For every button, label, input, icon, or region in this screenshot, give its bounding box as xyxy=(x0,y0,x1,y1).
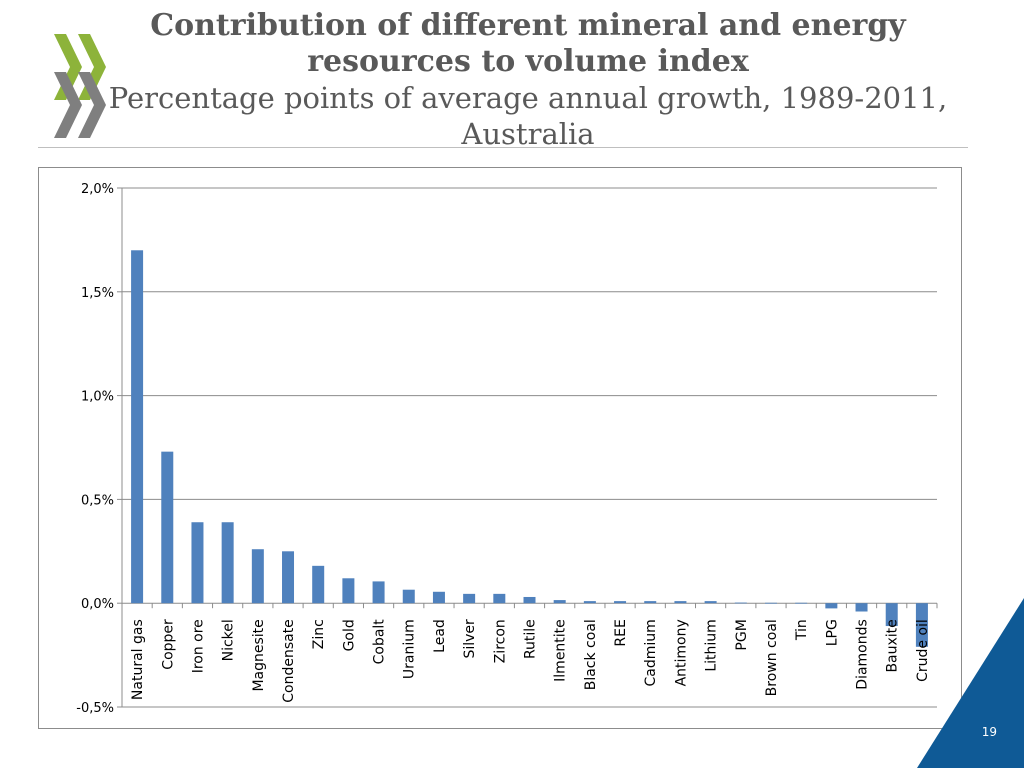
category-label: Bauxite xyxy=(885,619,901,672)
title-block: Contribution of different mineral and en… xyxy=(100,8,956,152)
category-label: Gold xyxy=(341,619,357,651)
category-label: Copper xyxy=(160,619,176,670)
bar-lpg xyxy=(825,603,838,609)
y-tick-label: 1,0% xyxy=(81,390,114,405)
bar-zinc xyxy=(312,565,325,604)
bar-zircon xyxy=(493,593,506,604)
category-label: Cadmium xyxy=(643,619,659,686)
bar-copper xyxy=(161,451,174,604)
logo-chevron-gray-left xyxy=(54,72,82,138)
y-tick-label: -0,5% xyxy=(76,701,114,716)
chart-title: Contribution of different mineral and en… xyxy=(150,8,906,79)
category-label: Black coal xyxy=(583,619,599,690)
category-label: Rutile xyxy=(523,619,539,659)
category-label: Zircon xyxy=(492,619,508,663)
category-label: Cobalt xyxy=(372,619,388,665)
logo-chevron-gray-right xyxy=(78,72,106,138)
y-tick-label: 0,5% xyxy=(81,493,114,508)
category-label: Uranium xyxy=(402,619,418,679)
bar-condensate xyxy=(282,551,295,604)
category-label: Silver xyxy=(462,619,478,659)
category-label: Lead xyxy=(432,619,448,653)
category-label: PGM xyxy=(734,619,750,650)
y-tick-label: 0,0% xyxy=(81,597,114,612)
y-tick-label: 2,0% xyxy=(81,182,114,197)
bar-lithium xyxy=(704,601,717,604)
category-label: Tin xyxy=(794,619,810,641)
bar-antimony xyxy=(674,601,687,604)
bar-rutile xyxy=(523,596,536,604)
chart-subtitle: Percentage points of average annual grow… xyxy=(108,81,948,151)
bar-chart: -0,5% 0,0% 0,5% 1,0% 1,5% 2,0% Natural gas Copp… xyxy=(76,182,938,716)
category-label: Nickel xyxy=(221,619,237,661)
bar-silver xyxy=(463,593,476,604)
category-label: Iron ore xyxy=(190,619,206,673)
bar-gold xyxy=(342,578,355,604)
bar-cadmium xyxy=(644,601,657,604)
bar-ree xyxy=(614,601,627,604)
bar-ilmentite xyxy=(553,600,566,604)
category-label: Natural gas xyxy=(130,619,146,700)
bar-diamonds xyxy=(855,603,868,612)
bar-nickel xyxy=(221,522,234,604)
category-label: Diamonds xyxy=(855,619,871,690)
bar-black-coal xyxy=(583,601,596,604)
bar-magnesite xyxy=(251,549,264,604)
category-label: Antimony xyxy=(673,619,689,686)
bar-natural-gas xyxy=(131,250,144,604)
category-label: Magnesite xyxy=(251,619,267,691)
bar-bauxite xyxy=(885,603,898,627)
bar-lead xyxy=(432,591,445,604)
bar-cobalt xyxy=(372,581,385,604)
category-label: REE xyxy=(613,619,629,646)
page-number: 19 xyxy=(981,725,997,739)
bar-tin xyxy=(795,602,808,604)
chart-frame: -0,5% 0,0% 0,5% 1,0% 1,5% 2,0% Natural gas Copp… xyxy=(38,167,962,729)
bar-brown-coal xyxy=(764,602,777,604)
category-label: Ilmentite xyxy=(553,619,569,682)
bar-uranium xyxy=(402,589,415,604)
category-label: LPG xyxy=(824,619,840,646)
category-label: Crude oil xyxy=(915,619,931,682)
bar-iron-ore xyxy=(191,522,204,604)
y-tick-label: 1,5% xyxy=(81,286,114,301)
category-label: Condensate xyxy=(281,619,297,703)
category-label: Lithium xyxy=(704,619,720,671)
category-label: Zinc xyxy=(311,619,327,649)
category-label: Brown coal xyxy=(764,619,780,696)
title-divider xyxy=(38,147,968,148)
bar-pgm xyxy=(734,602,747,604)
oecd-logo xyxy=(54,34,106,138)
